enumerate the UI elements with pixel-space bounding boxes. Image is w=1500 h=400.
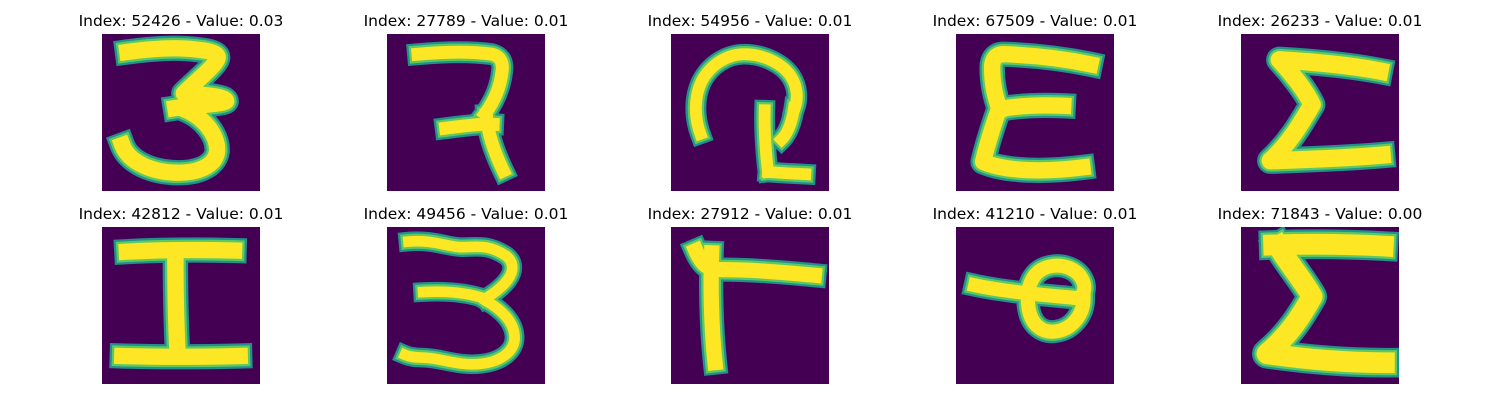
image-panel: Index: 42812 - Value: 0.01 bbox=[39, 205, 323, 385]
value-prefix: - Value: bbox=[465, 12, 534, 30]
index-prefix: Index: bbox=[647, 12, 701, 30]
index-value: 49456 bbox=[416, 205, 466, 223]
character-image bbox=[1241, 227, 1399, 384]
image-panel: Index: 27912 - Value: 0.01 bbox=[608, 205, 892, 385]
index-prefix: Index: bbox=[78, 12, 132, 30]
image-panel: Index: 41210 - Value: 0.01 bbox=[893, 205, 1177, 385]
index-value: 27789 bbox=[416, 12, 466, 30]
character-image bbox=[1241, 34, 1399, 191]
score-value: 0.03 bbox=[248, 12, 284, 30]
index-value: 41210 bbox=[985, 205, 1035, 223]
panel-title: Index: 49456 - Value: 0.01 bbox=[324, 205, 608, 223]
score-value: 0.01 bbox=[248, 205, 284, 223]
character-stroke bbox=[1252, 227, 1399, 378]
value-prefix: - Value: bbox=[465, 205, 534, 223]
index-value: 52426 bbox=[131, 12, 181, 30]
panel-title: Index: 27912 - Value: 0.01 bbox=[608, 205, 892, 223]
image-panel: Index: 49456 - Value: 0.01 bbox=[324, 205, 608, 385]
image-panel: Index: 71843 - Value: 0.00 bbox=[1178, 205, 1462, 385]
character-image bbox=[387, 227, 545, 384]
score-value: 0.00 bbox=[1387, 205, 1423, 223]
value-prefix: - Value: bbox=[180, 205, 249, 223]
panel-title: Index: 54956 - Value: 0.01 bbox=[608, 12, 892, 30]
score-value: 0.01 bbox=[817, 205, 853, 223]
image-panel: Index: 67509 - Value: 0.01 bbox=[893, 12, 1177, 192]
index-value: 42812 bbox=[131, 205, 181, 223]
score-value: 0.01 bbox=[533, 205, 569, 223]
image-panel: Index: 52426 - Value: 0.03 bbox=[39, 12, 323, 192]
character-stroke bbox=[109, 237, 253, 370]
character-stroke bbox=[406, 41, 518, 186]
index-prefix: Index: bbox=[932, 205, 986, 223]
character-stroke bbox=[105, 35, 239, 186]
value-prefix: - Value: bbox=[1319, 12, 1388, 30]
character-image bbox=[956, 34, 1114, 191]
index-prefix: Index: bbox=[1217, 205, 1271, 223]
score-value: 0.01 bbox=[817, 12, 853, 30]
value-prefix: - Value: bbox=[749, 12, 818, 30]
index-prefix: Index: bbox=[647, 205, 701, 223]
character-image bbox=[102, 34, 260, 191]
image-panel: Index: 27789 - Value: 0.01 bbox=[324, 12, 608, 192]
index-prefix: Index: bbox=[363, 205, 417, 223]
character-image bbox=[102, 227, 260, 384]
panel-title: Index: 41210 - Value: 0.01 bbox=[893, 205, 1177, 223]
character-image bbox=[671, 34, 829, 191]
index-value: 54956 bbox=[700, 12, 750, 30]
image-panel: Index: 54956 - Value: 0.01 bbox=[608, 12, 892, 192]
character-stroke bbox=[961, 254, 1096, 344]
character-image bbox=[956, 227, 1114, 384]
character-stroke bbox=[970, 41, 1106, 183]
panel-title: Index: 26233 - Value: 0.01 bbox=[1178, 12, 1462, 30]
value-prefix: - Value: bbox=[1034, 12, 1103, 30]
score-value: 0.01 bbox=[1387, 12, 1423, 30]
character-image bbox=[671, 227, 829, 384]
index-prefix: Index: bbox=[78, 205, 132, 223]
panel-title: Index: 42812 - Value: 0.01 bbox=[39, 205, 323, 223]
value-prefix: - Value: bbox=[749, 205, 818, 223]
index-value: 27912 bbox=[700, 205, 750, 223]
panel-title: Index: 67509 - Value: 0.01 bbox=[893, 12, 1177, 30]
character-stroke bbox=[685, 43, 817, 186]
value-prefix: - Value: bbox=[180, 12, 249, 30]
character-stroke bbox=[392, 231, 525, 375]
image-panel: Index: 26233 - Value: 0.01 bbox=[1178, 12, 1462, 192]
index-prefix: Index: bbox=[932, 12, 986, 30]
value-prefix: - Value: bbox=[1034, 205, 1103, 223]
index-value: 71843 bbox=[1270, 205, 1320, 223]
index-prefix: Index: bbox=[1217, 12, 1271, 30]
character-stroke bbox=[679, 234, 828, 376]
character-image bbox=[387, 34, 545, 191]
score-value: 0.01 bbox=[1102, 12, 1138, 30]
panel-title: Index: 27789 - Value: 0.01 bbox=[324, 12, 608, 30]
score-value: 0.01 bbox=[1102, 205, 1138, 223]
index-value: 67509 bbox=[985, 12, 1035, 30]
index-prefix: Index: bbox=[363, 12, 417, 30]
character-stroke bbox=[1257, 46, 1397, 174]
panel-title: Index: 71843 - Value: 0.00 bbox=[1178, 205, 1462, 223]
panel-title: Index: 52426 - Value: 0.03 bbox=[39, 12, 323, 30]
index-value: 26233 bbox=[1270, 12, 1320, 30]
value-prefix: - Value: bbox=[1319, 205, 1388, 223]
score-value: 0.01 bbox=[533, 12, 569, 30]
